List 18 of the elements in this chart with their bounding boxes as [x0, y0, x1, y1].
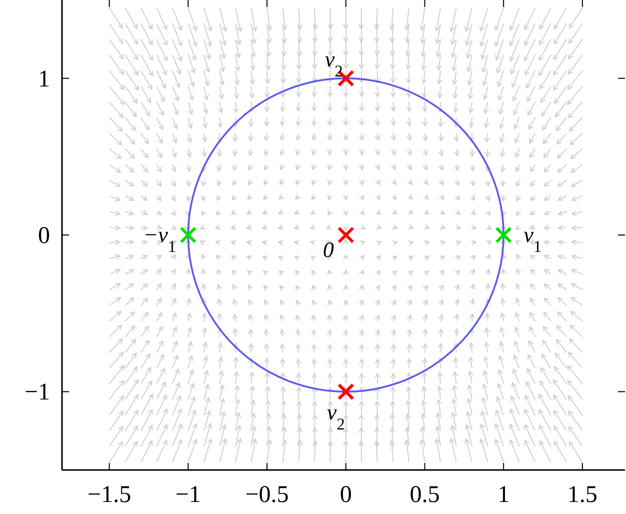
x-tick-label: −1	[175, 482, 201, 508]
y-tick-label: 1	[38, 66, 50, 92]
point	[337, 383, 354, 400]
annotation: v$_{1}$	[524, 222, 542, 256]
point	[495, 226, 512, 244]
annotation: v$_{2}$	[324, 46, 343, 80]
annotation: 0	[322, 237, 334, 262]
x-tick-label: −1.5	[88, 482, 132, 508]
annotation: −v$_{1}$	[143, 222, 176, 256]
x-tick-label: 0	[340, 482, 352, 508]
y-tick-label: −1	[24, 380, 50, 406]
x-tick-label: −0.5	[245, 482, 289, 508]
annotation: v$_{2}$	[326, 400, 345, 434]
point	[180, 226, 197, 244]
y-tick-label: 0	[38, 223, 50, 249]
x-tick-label: 1	[498, 482, 510, 508]
x-tick-label: 0.5	[410, 482, 440, 508]
x-tick-label: 1.5	[567, 482, 598, 508]
